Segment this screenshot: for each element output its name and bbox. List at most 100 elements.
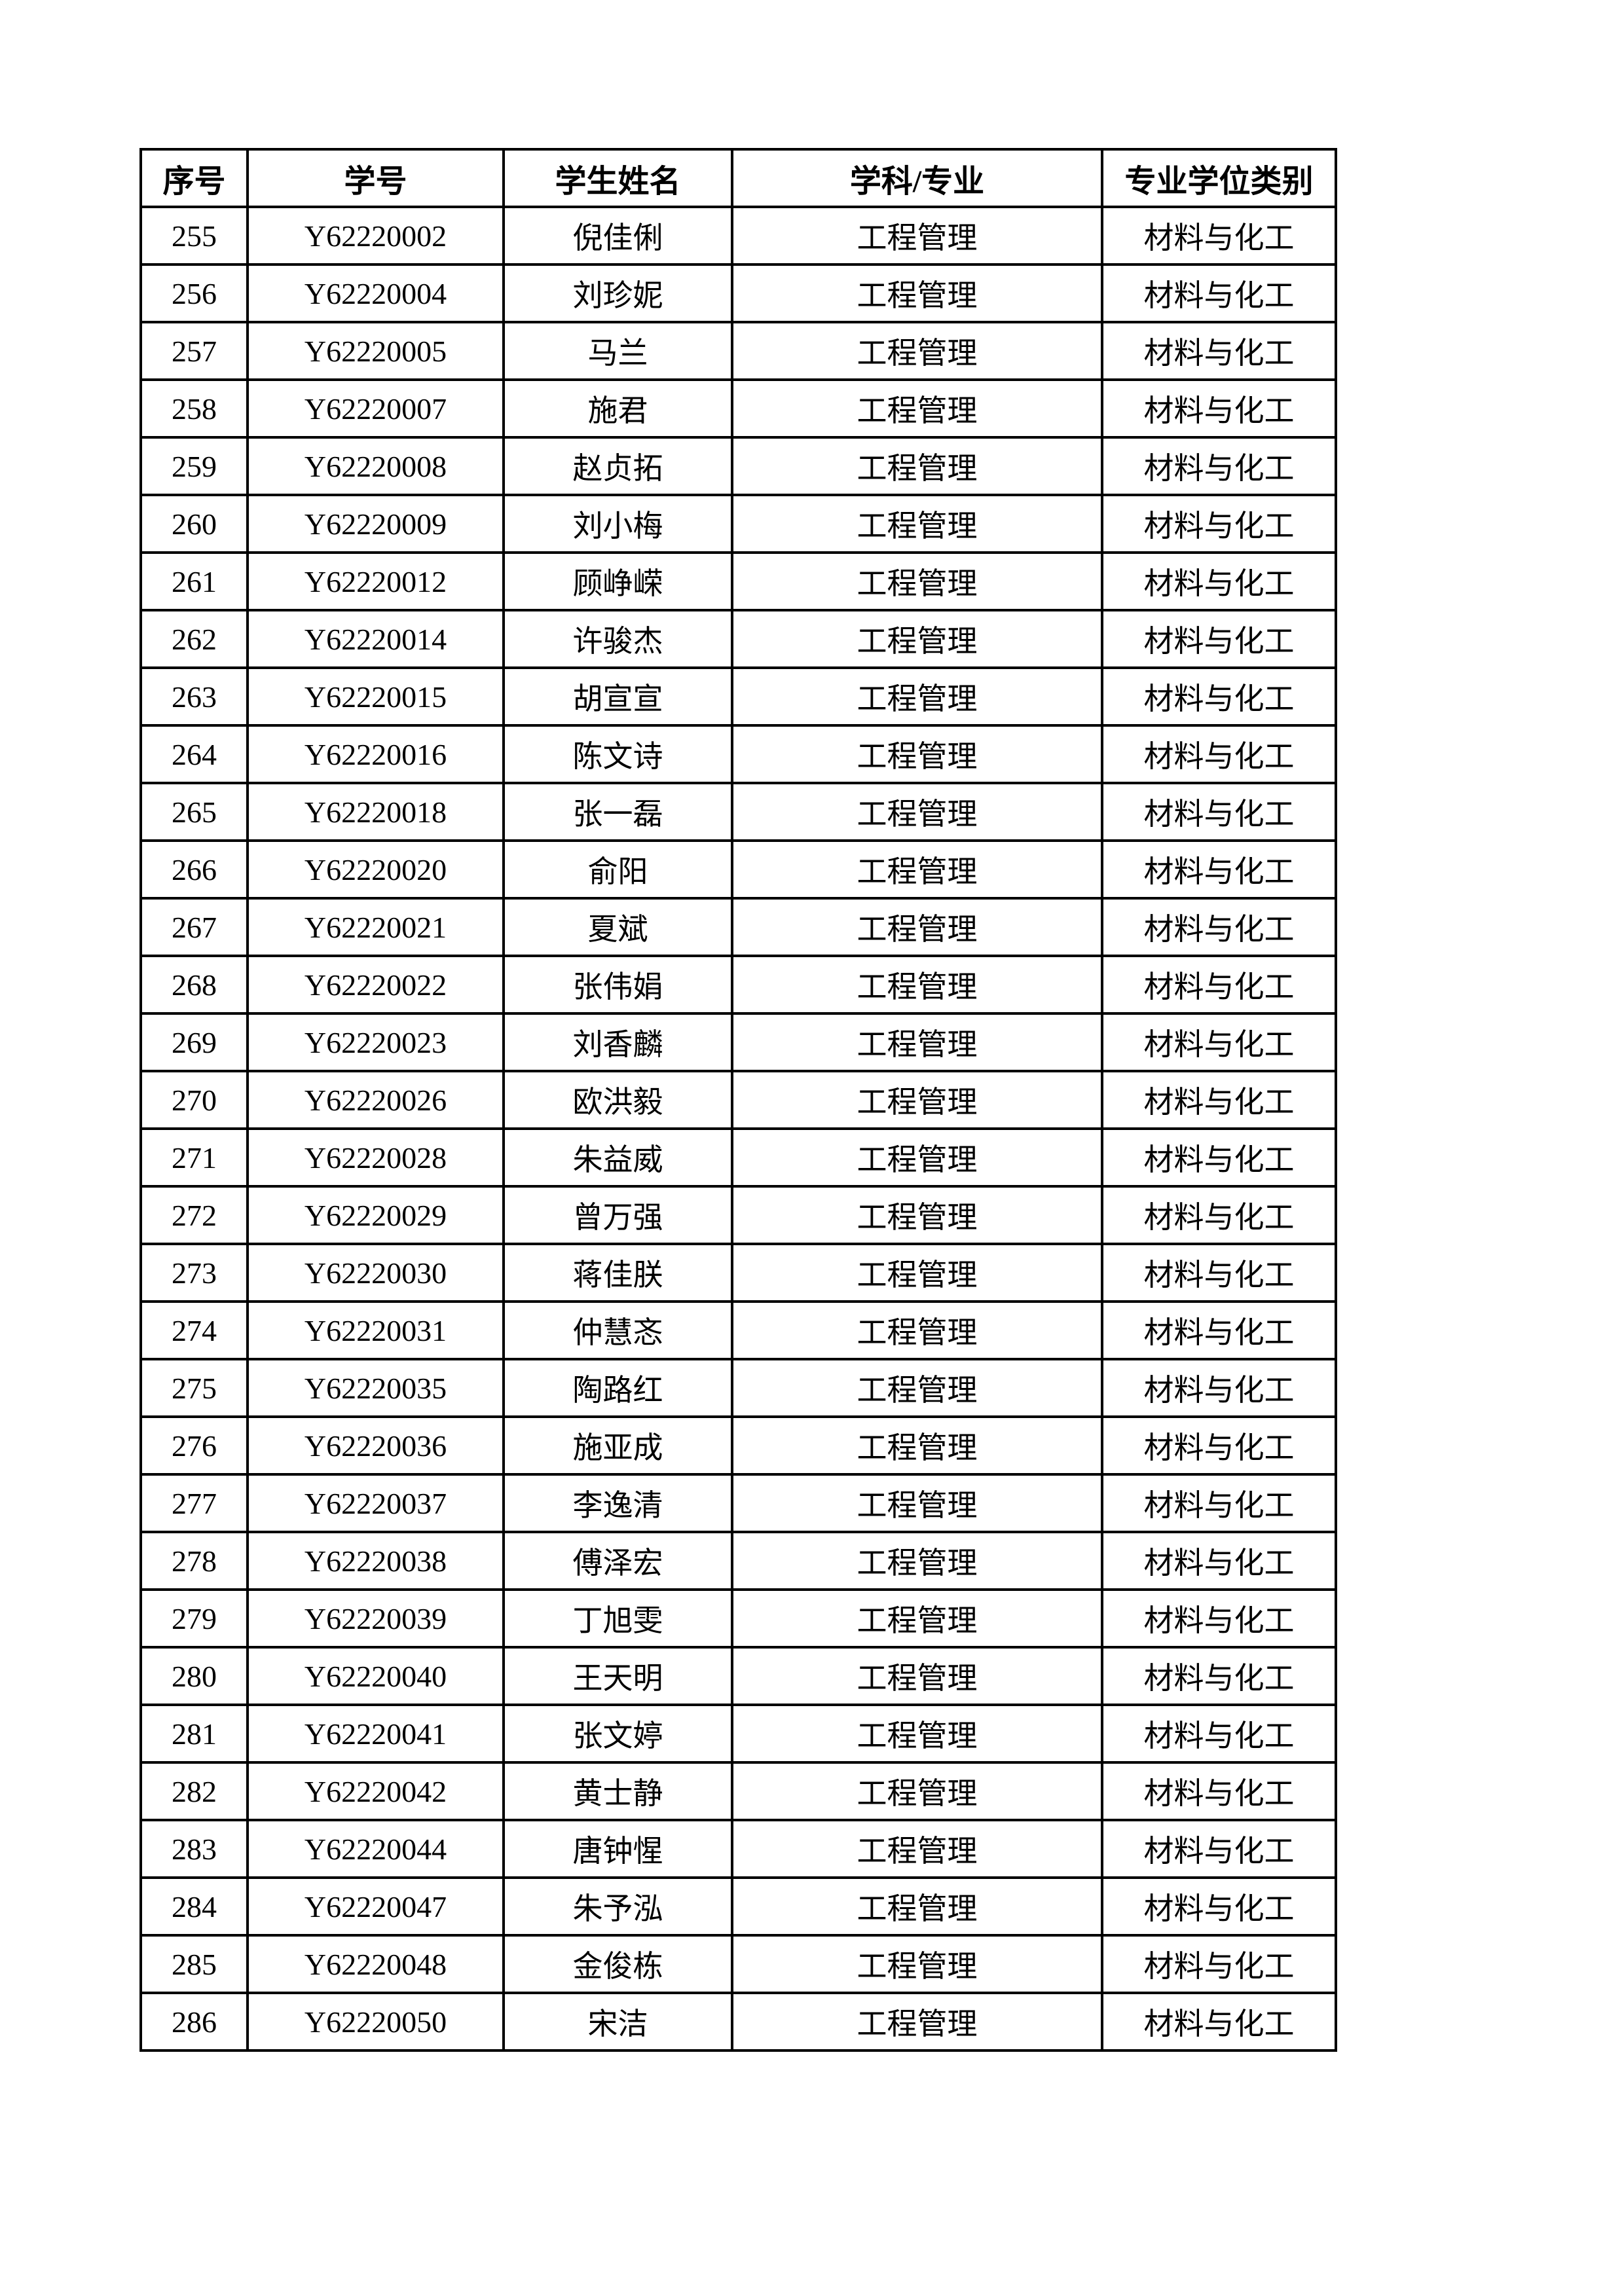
cell-student-name: 张一磊 [502,782,733,842]
cell-student-id: Y62220036 [246,1415,505,1476]
cell-student-id: Y62220042 [246,1761,505,1821]
table-row: 279 Y62220039 丁旭雯 工程管理 材料与化工 [139,1588,1337,1649]
cell-student-name: 施君 [502,378,733,439]
cell-index: 261 [139,551,249,611]
table-row: 277 Y62220037 李逸清 工程管理 材料与化工 [139,1473,1337,1533]
cell-discipline: 工程管理 [731,839,1103,900]
header-degree-category: 专业学位类别 [1101,148,1337,208]
cell-student-name: 朱益威 [502,1127,733,1188]
cell-student-id: Y62220039 [246,1588,505,1649]
table-row: 258 Y62220007 施君 工程管理 材料与化工 [139,378,1337,439]
cell-index: 268 [139,955,249,1015]
cell-student-id: Y62220026 [246,1070,505,1130]
cell-student-id: Y62220021 [246,897,505,957]
header-student-id: 学号 [246,148,505,208]
table-row: 264 Y62220016 陈文诗 工程管理 材料与化工 [139,724,1337,784]
cell-student-name: 马兰 [502,321,733,381]
cell-discipline: 工程管理 [731,1070,1103,1130]
cell-degree-category: 材料与化工 [1101,1185,1337,1245]
cell-degree-category: 材料与化工 [1101,551,1337,611]
cell-student-id: Y62220029 [246,1185,505,1245]
table-row: 270 Y62220026 欧洪毅 工程管理 材料与化工 [139,1070,1337,1130]
table-row: 276 Y62220036 施亚成 工程管理 材料与化工 [139,1415,1337,1476]
table-row: 257 Y62220005 马兰 工程管理 材料与化工 [139,321,1337,381]
cell-student-name: 丁旭雯 [502,1588,733,1649]
table-row: 280 Y62220040 王天明 工程管理 材料与化工 [139,1646,1337,1706]
table-row: 271 Y62220028 朱益威 工程管理 材料与化工 [139,1127,1337,1188]
cell-student-name: 傅泽宏 [502,1531,733,1591]
cell-degree-category: 材料与化工 [1101,378,1337,439]
cell-student-name: 黄士静 [502,1761,733,1821]
cell-degree-category: 材料与化工 [1101,1704,1337,1764]
header-row: 序号 学号 学生姓名 学科/专业 专业学位类别 [139,148,1337,208]
cell-index: 275 [139,1358,249,1418]
cell-degree-category: 材料与化工 [1101,1819,1337,1879]
cell-discipline: 工程管理 [731,263,1103,323]
cell-student-id: Y62220035 [246,1358,505,1418]
cell-index: 278 [139,1531,249,1591]
cell-discipline: 工程管理 [731,551,1103,611]
table-row: 285 Y62220048 金俊栋 工程管理 材料与化工 [139,1934,1337,1994]
cell-student-id: Y62220016 [246,724,505,784]
cell-student-id: Y62220040 [246,1646,505,1706]
table-row: 283 Y62220044 唐钟惺 工程管理 材料与化工 [139,1819,1337,1879]
cell-index: 259 [139,436,249,496]
cell-student-name: 刘珍妮 [502,263,733,323]
cell-discipline: 工程管理 [731,1704,1103,1764]
cell-index: 272 [139,1185,249,1245]
cell-student-id: Y62220015 [246,666,505,727]
cell-discipline: 工程管理 [731,494,1103,554]
cell-index: 273 [139,1243,249,1303]
cell-degree-category: 材料与化工 [1101,666,1337,727]
cell-student-name: 许骏杰 [502,609,733,669]
cell-student-name: 陈文诗 [502,724,733,784]
cell-student-id: Y62220041 [246,1704,505,1764]
cell-discipline: 工程管理 [731,206,1103,266]
cell-student-id: Y62220009 [246,494,505,554]
cell-index: 269 [139,1012,249,1072]
table-row: 282 Y62220042 黄士静 工程管理 材料与化工 [139,1761,1337,1821]
table-row: 260 Y62220009 刘小梅 工程管理 材料与化工 [139,494,1337,554]
table-row: 286 Y62220050 宋洁 工程管理 材料与化工 [139,1992,1337,2052]
cell-degree-category: 材料与化工 [1101,1358,1337,1418]
cell-degree-category: 材料与化工 [1101,494,1337,554]
cell-degree-category: 材料与化工 [1101,321,1337,381]
cell-student-id: Y62220047 [246,1876,505,1937]
table-row: 273 Y62220030 蒋佳朕 工程管理 材料与化工 [139,1243,1337,1303]
cell-discipline: 工程管理 [731,1876,1103,1937]
cell-discipline: 工程管理 [731,1934,1103,1994]
cell-degree-category: 材料与化工 [1101,436,1337,496]
cell-discipline: 工程管理 [731,666,1103,727]
cell-student-name: 夏斌 [502,897,733,957]
cell-student-id: Y62220030 [246,1243,505,1303]
cell-student-name: 张文婷 [502,1704,733,1764]
cell-index: 258 [139,378,249,439]
cell-discipline: 工程管理 [731,897,1103,957]
cell-discipline: 工程管理 [731,1415,1103,1476]
cell-index: 282 [139,1761,249,1821]
cell-student-name: 王天明 [502,1646,733,1706]
table-body: 255 Y62220002 倪佳俐 工程管理 材料与化工 256 Y62220004 刘珍妮工… [139,206,1337,2052]
cell-student-name: 宋洁 [502,1992,733,2052]
cell-discipline: 工程管理 [731,1185,1103,1245]
cell-index: 285 [139,1934,249,1994]
cell-student-id: Y62220002 [246,206,505,266]
cell-student-name: 陶路红 [502,1358,733,1418]
table-row: 268 Y62220022 张伟娟 工程管理 材料与化工 [139,955,1337,1015]
cell-index: 279 [139,1588,249,1649]
cell-index: 274 [139,1300,249,1360]
cell-degree-category: 材料与化工 [1101,1992,1337,2052]
cell-degree-category: 材料与化工 [1101,1300,1337,1360]
cell-index: 267 [139,897,249,957]
cell-index: 271 [139,1127,249,1188]
cell-discipline: 工程管理 [731,1531,1103,1591]
cell-discipline: 工程管理 [731,724,1103,784]
cell-discipline: 工程管理 [731,1473,1103,1533]
cell-student-id: Y62220012 [246,551,505,611]
table-row: 261 Y62220012 顾峥嵘 工程管理 材料与化工 [139,551,1337,611]
cell-degree-category: 材料与化工 [1101,782,1337,842]
cell-index: 277 [139,1473,249,1533]
table-row: 267 Y62220021 夏斌 工程管理 材料与化工 [139,897,1337,957]
cell-student-name: 施亚成 [502,1415,733,1476]
cell-discipline: 工程管理 [731,1761,1103,1821]
